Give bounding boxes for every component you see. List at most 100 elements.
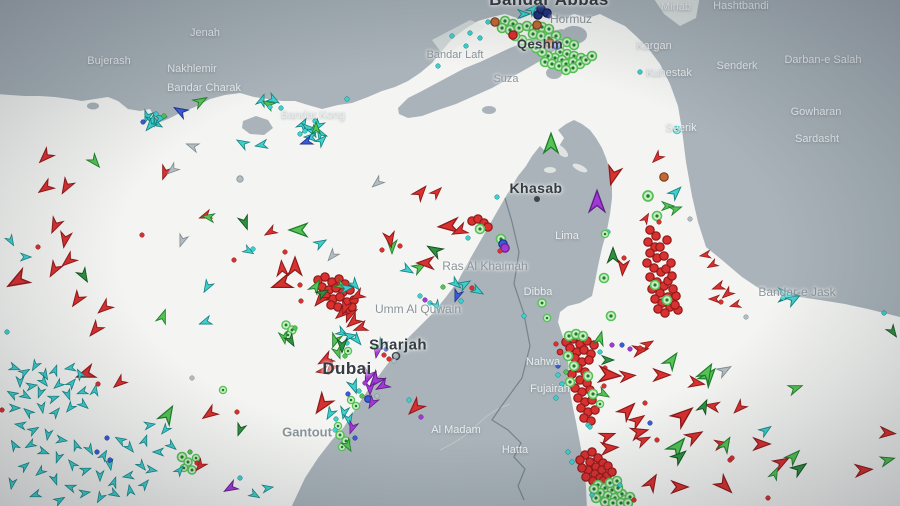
- vessel-arrow-t[interactable]: [339, 405, 351, 421]
- vessel-arrow-t[interactable]: [6, 388, 20, 402]
- vessel-arrow-t[interactable]: [55, 434, 69, 444]
- vessel-arrow-r[interactable]: [731, 398, 749, 417]
- vessel-circle-o[interactable]: [532, 20, 542, 30]
- vessel-dot-g[interactable]: [161, 113, 167, 119]
- vessel-dot-p[interactable]: [627, 346, 633, 352]
- vessel-arrow-t[interactable]: [37, 367, 51, 382]
- vessel-arrow-G[interactable]: [336, 337, 348, 355]
- vessel-arrow-t[interactable]: [76, 397, 91, 412]
- vessel-circle-g[interactable]: [343, 346, 353, 356]
- vessel-circle-g[interactable]: [598, 272, 610, 284]
- vessel-arrow-p[interactable]: [365, 394, 381, 411]
- vessel-arrow-t[interactable]: [524, 2, 541, 18]
- vessel-arrow-t[interactable]: [74, 368, 88, 382]
- vessel-arrow-r[interactable]: [604, 163, 624, 187]
- vessel-arrow-t[interactable]: [134, 458, 149, 473]
- vessel-circle-r[interactable]: [320, 272, 330, 282]
- vessel-arrow-r[interactable]: [668, 402, 697, 431]
- vessel-arrow-p[interactable]: [346, 419, 360, 435]
- vessel-arrow-t[interactable]: [24, 437, 38, 451]
- vessel-dot-r[interactable]: [469, 285, 475, 291]
- vessel-arrow-g[interactable]: [786, 381, 804, 397]
- vessel-arrow-t[interactable]: [516, 8, 532, 20]
- vessel-dot-g[interactable]: [563, 369, 569, 375]
- vessel-dot-t[interactable]: [477, 35, 483, 41]
- vessel-arrow-t[interactable]: [13, 420, 27, 431]
- vessel-arrow-t[interactable]: [35, 385, 47, 400]
- vessel-arrow-t[interactable]: [17, 366, 32, 380]
- vessel-arrow-t[interactable]: [29, 358, 43, 373]
- vessel-circle-r[interactable]: [576, 403, 586, 413]
- vessel-arrow-r[interactable]: [344, 311, 365, 331]
- vessel-circle-r[interactable]: [643, 237, 653, 247]
- vessel-arrow-t[interactable]: [784, 291, 803, 309]
- vessel-circle-r[interactable]: [590, 405, 600, 415]
- vessel-dot-t[interactable]: [4, 329, 10, 335]
- vessel-arrow-g[interactable]: [767, 466, 781, 482]
- vessel-arrow-g[interactable]: [667, 203, 683, 217]
- vessel-arrow-t[interactable]: [95, 469, 105, 483]
- vessel-arrow-r[interactable]: [853, 463, 874, 479]
- vessel-arrow-r[interactable]: [415, 255, 435, 271]
- vessel-arrow-t[interactable]: [22, 406, 36, 420]
- vessel-dot-r[interactable]: [139, 232, 145, 238]
- vessel-circle-g[interactable]: [600, 229, 610, 239]
- vessel-circle-r[interactable]: [607, 467, 617, 477]
- vessel-dot-t[interactable]: [553, 395, 559, 401]
- vessel-circle-o[interactable]: [490, 17, 500, 27]
- vessel-dot-k[interactable]: [687, 216, 693, 222]
- vessel-arrow-g[interactable]: [663, 434, 689, 461]
- vessel-dot-t[interactable]: [427, 300, 433, 306]
- vessel-dot-r[interactable]: [765, 495, 771, 501]
- vessel-arrow-G[interactable]: [668, 447, 690, 467]
- vessel-circle-g[interactable]: [543, 23, 555, 35]
- vessel-circle-g[interactable]: [335, 430, 345, 440]
- vessel-arrow-k[interactable]: [185, 140, 201, 154]
- vessel-circle-r[interactable]: [587, 447, 597, 457]
- vessel-arrow-t[interactable]: [71, 439, 83, 453]
- vessel-circle-r[interactable]: [589, 340, 599, 350]
- vessel-dot-r[interactable]: [0, 407, 5, 413]
- vessel-circle-r[interactable]: [584, 355, 594, 365]
- vessel-arrow-t[interactable]: [64, 482, 78, 494]
- vessel-arrow-p[interactable]: [587, 188, 607, 214]
- vessel-dot-t[interactable]: [267, 104, 273, 110]
- vessel-arrow-G[interactable]: [606, 246, 620, 264]
- vessel-arrow-r[interactable]: [428, 185, 445, 201]
- vessel-dot-n[interactable]: [546, 13, 552, 19]
- vessel-arrow-r[interactable]: [634, 433, 652, 449]
- vessel-arrow-G[interactable]: [695, 398, 712, 416]
- vessel-arrow-t[interactable]: [63, 362, 77, 372]
- vessel-circle-g[interactable]: [191, 453, 201, 463]
- vessel-circle-g[interactable]: [281, 320, 291, 330]
- vessel-arrow-t[interactable]: [241, 243, 256, 257]
- vessel-arrow-t[interactable]: [29, 488, 43, 501]
- vessel-circle-g[interactable]: [351, 401, 361, 411]
- vessel-dot-g[interactable]: [371, 344, 377, 350]
- vessel-dot-t[interactable]: [344, 96, 350, 102]
- vessel-arrow-g[interactable]: [306, 278, 323, 296]
- vessel-arrow-t[interactable]: [64, 377, 79, 391]
- vessel-dot-t[interactable]: [250, 246, 256, 252]
- vessel-arrow-r[interactable]: [614, 399, 639, 424]
- vessel-arrow-r[interactable]: [193, 457, 209, 474]
- vessel-dot-p[interactable]: [418, 414, 424, 420]
- vessel-arrow-r[interactable]: [57, 175, 77, 196]
- vessel-arrow-k[interactable]: [715, 362, 734, 380]
- vessel-arrow-t[interactable]: [145, 464, 159, 474]
- vessel-arrow-r[interactable]: [263, 223, 279, 239]
- vessel-dot-t[interactable]: [356, 388, 362, 394]
- vessel-arrow-t[interactable]: [7, 361, 22, 374]
- vessel-arrow-p[interactable]: [365, 368, 387, 391]
- vessel-arrow-r[interactable]: [95, 297, 116, 317]
- vessel-circle-r[interactable]: [670, 300, 680, 310]
- vessel-circle-p[interactable]: [500, 243, 510, 253]
- vessel-dot-t[interactable]: [302, 128, 308, 134]
- vessel-arrow-g[interactable]: [155, 403, 178, 428]
- vessel-arrow-g[interactable]: [410, 259, 429, 277]
- vessel-dot-g[interactable]: [440, 284, 446, 290]
- vessel-dot-r[interactable]: [718, 299, 724, 305]
- vessel-arrow-t[interactable]: [3, 233, 17, 248]
- vessel-dot-t[interactable]: [467, 30, 473, 36]
